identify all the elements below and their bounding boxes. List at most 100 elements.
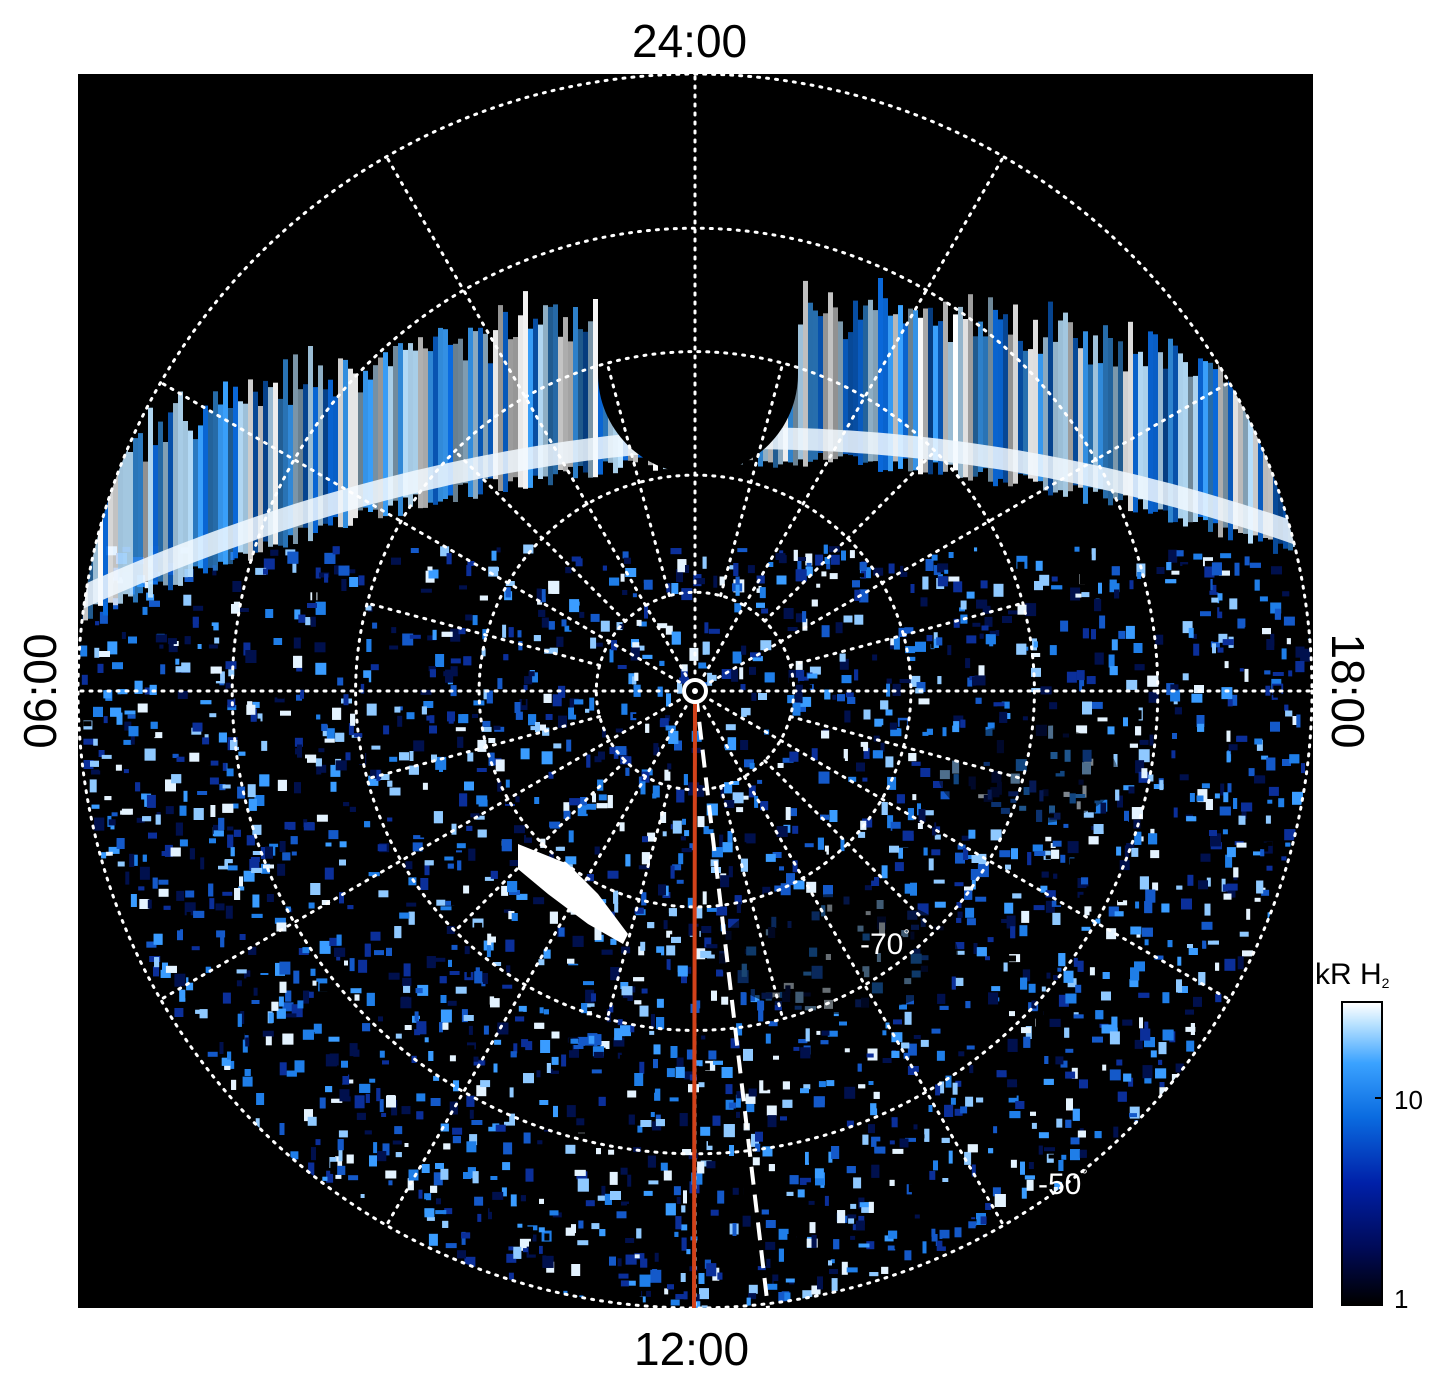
noise-pixel	[1139, 876, 1149, 890]
noise-pixel	[955, 1080, 962, 1087]
noise-pixel	[571, 1264, 581, 1276]
noise-pixel	[244, 723, 250, 735]
noise-pixel	[1077, 960, 1084, 972]
noise-pixel	[254, 795, 265, 806]
noise-pixel	[953, 581, 963, 593]
noise-pixel	[1209, 830, 1217, 836]
noise-pixel	[948, 1150, 953, 1164]
noise-pixel	[1186, 1040, 1195, 1052]
noise-pixel	[291, 851, 297, 856]
noise-pixel	[586, 754, 591, 768]
noise-pixel	[595, 1100, 606, 1113]
noise-pixel	[238, 608, 249, 612]
noise-pixel	[740, 684, 746, 691]
noise-pixel	[191, 946, 200, 951]
noise-pixel	[374, 950, 384, 956]
noise-pixel	[544, 1233, 550, 1241]
noise-pixel	[628, 791, 635, 798]
noise-pixel	[293, 637, 301, 649]
noise-pixel	[990, 597, 995, 610]
noise-pixel	[279, 1062, 287, 1076]
noise-pixel	[1079, 571, 1090, 585]
noise-pixel	[871, 877, 880, 886]
noise-pixel	[424, 863, 430, 876]
noise-pixel	[1048, 815, 1057, 825]
noise-pixel	[155, 634, 167, 643]
noise-pixel	[891, 1117, 898, 1128]
noise-pixel	[782, 1099, 793, 1108]
noise-pixel	[389, 645, 399, 650]
noise-pixel	[937, 676, 942, 685]
noise-pixel	[869, 1272, 879, 1277]
noise-pixel	[874, 1146, 886, 1154]
noise-pixel	[956, 917, 962, 923]
noise-pixel	[1120, 546, 1131, 551]
noise-pixel	[649, 1030, 655, 1035]
noise-pixel	[780, 883, 791, 896]
noise-pixel	[1001, 701, 1010, 709]
noise-pixel	[881, 802, 888, 815]
noise-pixel	[527, 1226, 533, 1238]
noise-pixel	[1002, 616, 1012, 623]
noise-pixel	[705, 1186, 715, 1192]
noise-pixel	[821, 730, 830, 739]
noise-pixel	[339, 859, 346, 866]
noise-pixel	[510, 1194, 517, 1207]
noise-pixel	[471, 1120, 483, 1125]
noise-pixel	[808, 1200, 815, 1205]
noise-pixel	[1237, 618, 1246, 629]
noise-pixel	[200, 700, 212, 705]
noise-pixel	[1109, 710, 1114, 717]
noise-pixel	[456, 1149, 467, 1154]
noise-pixel	[945, 1075, 952, 1088]
noise-pixel	[901, 1042, 910, 1049]
noise-pixel	[402, 977, 412, 986]
noise-pixel	[983, 761, 993, 766]
noise-pixel	[862, 1134, 869, 1145]
noise-pixel	[995, 1106, 999, 1119]
noise-pixel	[991, 802, 1002, 807]
noise-pixel	[1034, 851, 1046, 856]
noise-pixel	[1225, 854, 1233, 868]
noise-pixel	[1204, 578, 1211, 591]
noise-pixel	[514, 1011, 524, 1017]
noise-pixel	[304, 1109, 313, 1122]
noise-pixel	[671, 936, 681, 943]
noise-pixel	[228, 595, 234, 604]
noise-pixel	[99, 765, 105, 771]
noise-pixel	[1079, 1079, 1088, 1089]
noise-pixel	[609, 577, 620, 586]
noise-pixel	[974, 675, 986, 686]
noise-pixel	[933, 826, 941, 831]
noise-pixel	[569, 619, 577, 631]
noise-pixel	[744, 610, 749, 615]
noise-pixel	[1044, 1147, 1055, 1152]
noise-pixel	[548, 616, 560, 622]
noon-meridian-line	[692, 698, 697, 1308]
noise-pixel	[1081, 592, 1090, 598]
noise-pixel	[882, 837, 887, 848]
noise-pixel	[400, 1090, 405, 1103]
noise-pixel	[1012, 893, 1022, 899]
noise-pixel	[1186, 816, 1197, 822]
noise-pixel	[328, 1036, 340, 1042]
noise-pixel	[1117, 795, 1123, 808]
noise-pixel	[872, 750, 883, 759]
noise-pixel	[1032, 844, 1043, 852]
noise-pixel	[839, 1021, 847, 1026]
noise-pixel	[1049, 805, 1055, 816]
noise-pixel	[276, 941, 283, 954]
noise-pixel	[602, 565, 607, 571]
noise-pixel	[282, 852, 291, 861]
noise-pixel	[594, 1034, 602, 1046]
noise-pixel	[388, 972, 400, 980]
noise-pixel	[1124, 810, 1129, 822]
noise-pixel	[210, 805, 216, 817]
noise-pixel	[222, 803, 234, 813]
noise-pixel	[401, 996, 410, 1005]
noise-pixel	[1130, 926, 1142, 935]
noise-pixel	[774, 729, 782, 740]
noise-pixel	[658, 872, 665, 881]
noise-pixel	[798, 774, 805, 781]
noise-pixel	[183, 790, 188, 802]
